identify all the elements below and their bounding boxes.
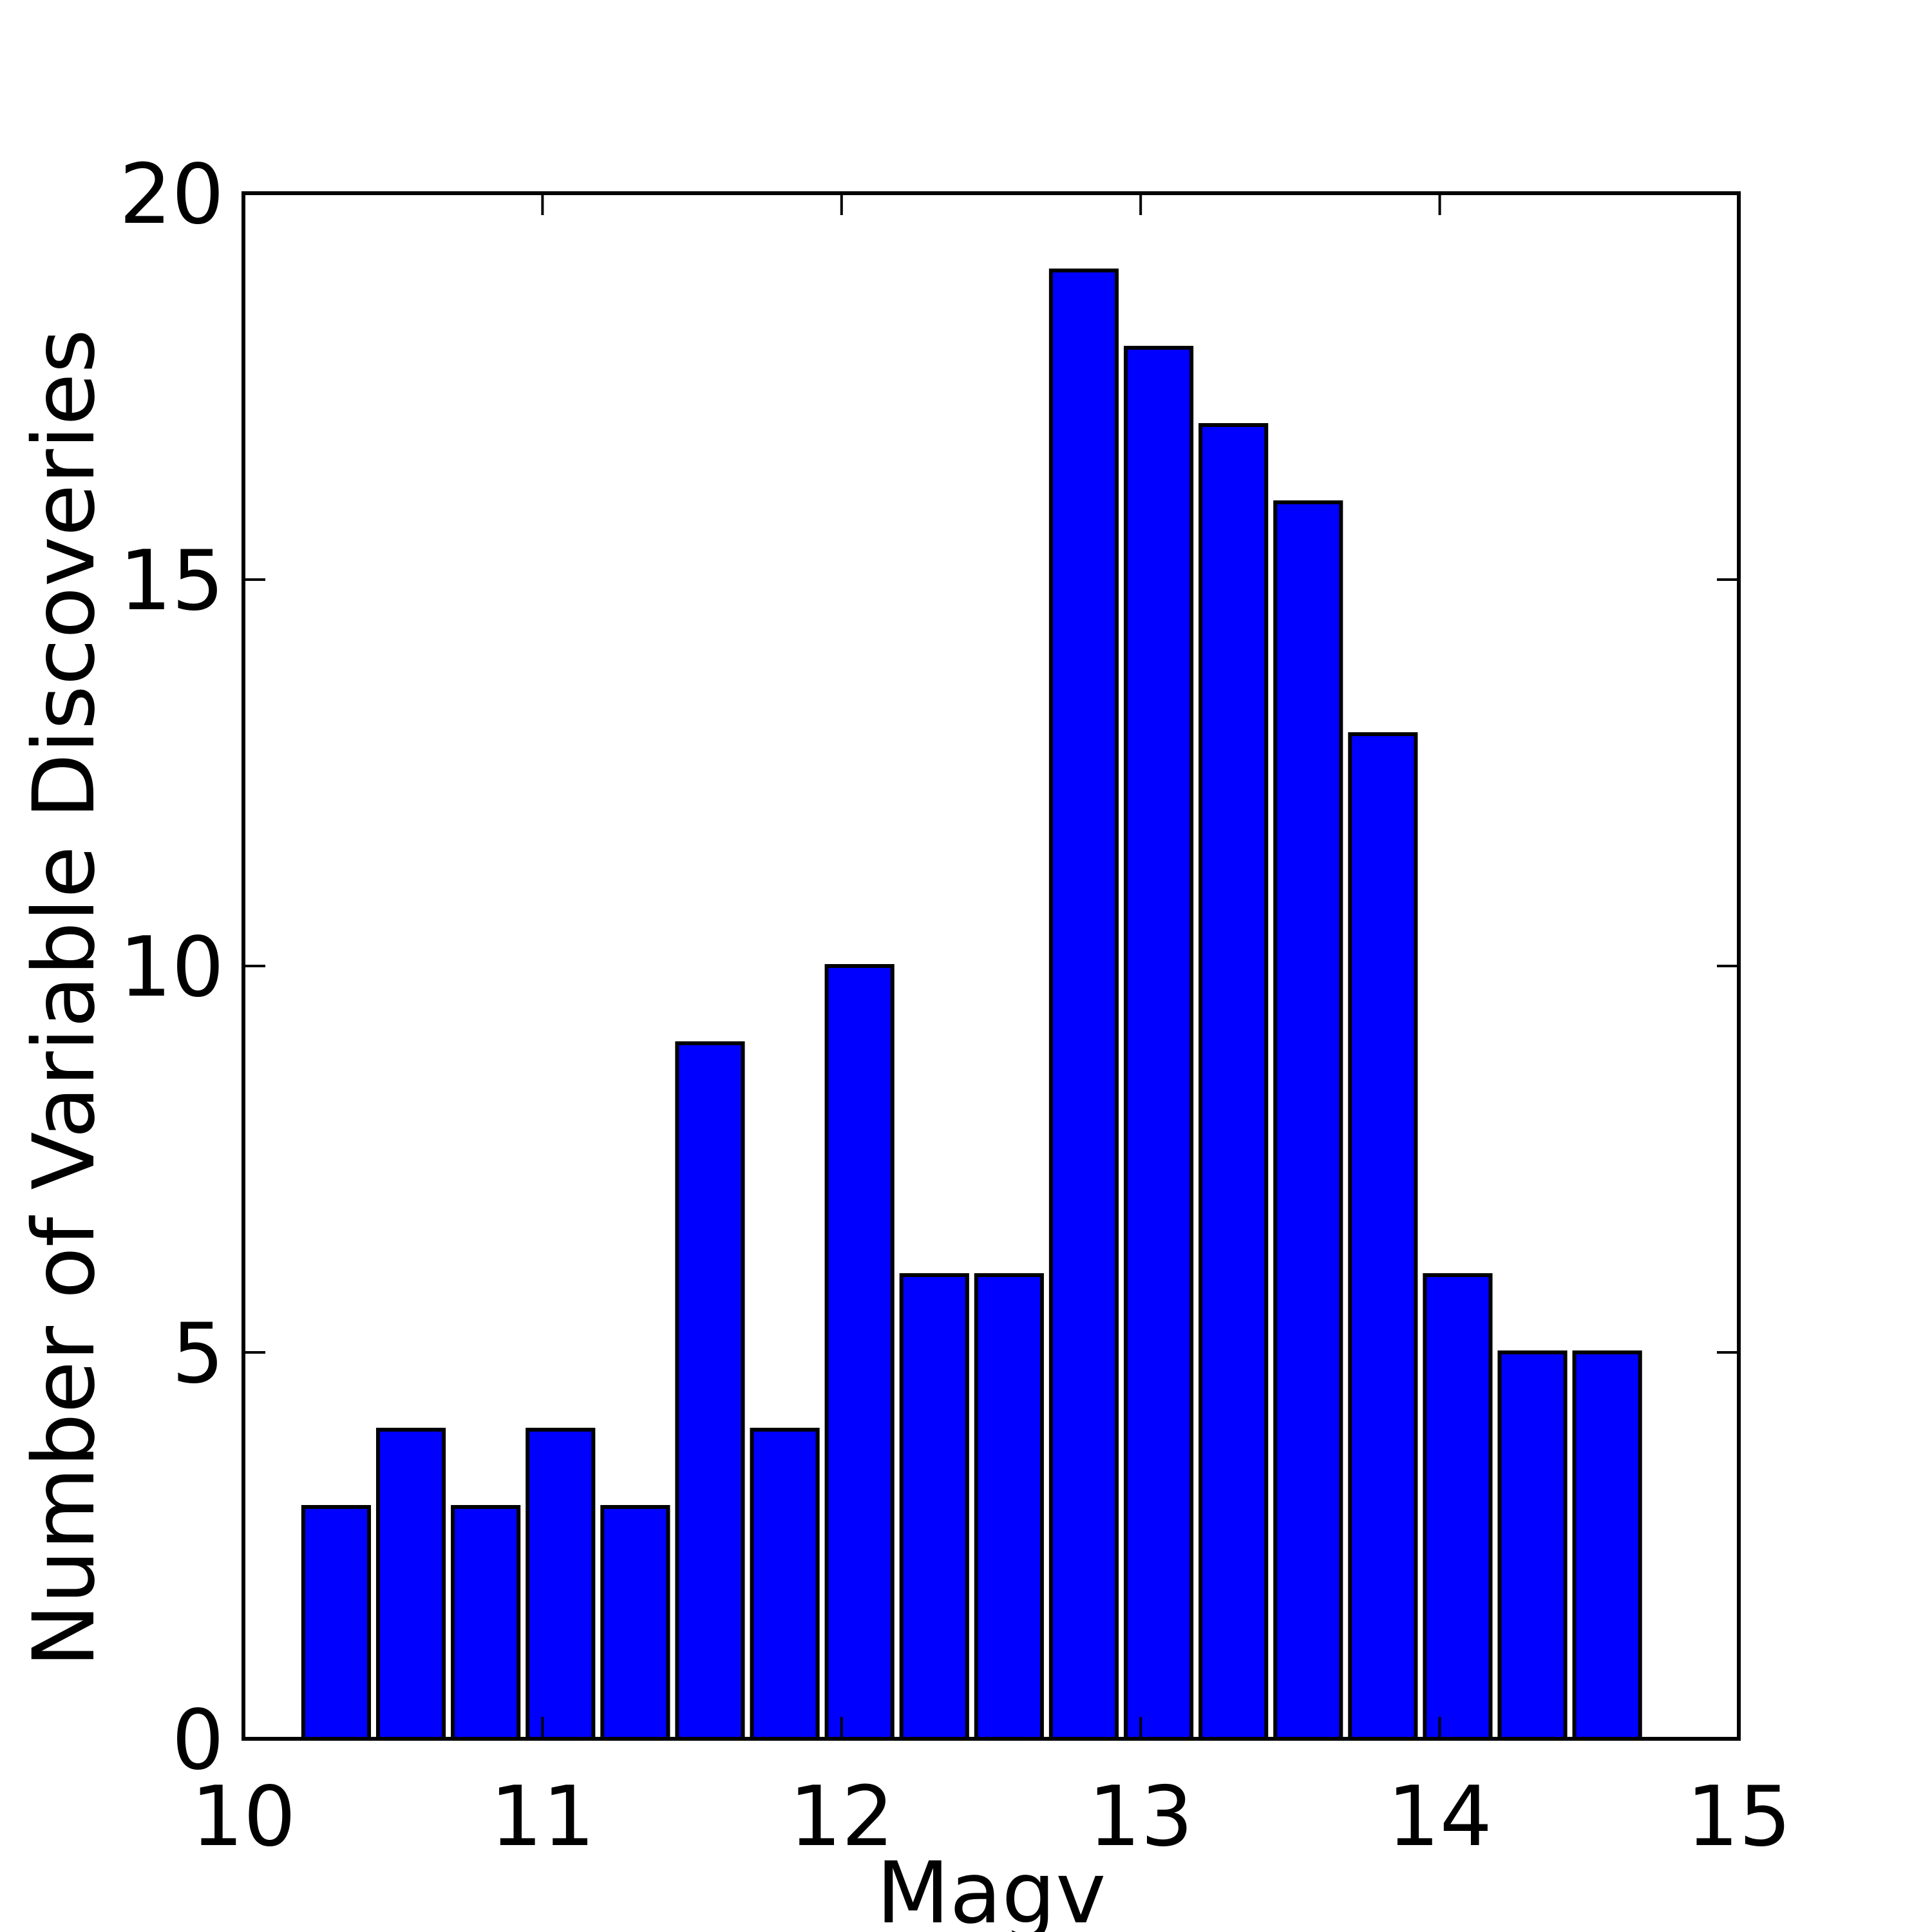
y-tick-label-2: 10 (119, 920, 224, 1016)
bar-13 (1273, 500, 1343, 1741)
bar-2 (451, 1505, 521, 1741)
bar-4 (600, 1505, 670, 1741)
x-tick-label-5: 15 (1687, 1769, 1792, 1865)
x-tick-label-4: 14 (1387, 1769, 1492, 1865)
bar-6 (750, 1428, 820, 1741)
x-axis-label: Magv (876, 1844, 1106, 1932)
bar-10 (1048, 269, 1119, 1741)
bar-14 (1348, 732, 1418, 1741)
tick-labels-layer: 10 11 12 13 14 15 0 5 10 15 20 (119, 147, 1791, 1865)
bar-17 (1572, 1350, 1642, 1741)
bar-3 (526, 1428, 596, 1741)
bar-0 (301, 1505, 372, 1741)
x-tick-label-3: 13 (1088, 1769, 1193, 1865)
y-tick-label-1: 5 (172, 1306, 224, 1402)
y-tick-label-3: 15 (119, 533, 224, 629)
bar-12 (1198, 423, 1269, 1741)
bar-16 (1497, 1350, 1567, 1741)
x-tick-label-2: 12 (789, 1769, 894, 1865)
x-tick-label-0: 10 (191, 1769, 296, 1865)
y-tick-label-0: 0 (172, 1692, 224, 1788)
bar-11 (1123, 346, 1194, 1741)
bar-9 (974, 1273, 1044, 1741)
bar-5 (675, 1041, 745, 1741)
bar-1 (375, 1428, 446, 1741)
y-tick-label-4: 20 (119, 147, 224, 243)
bar-8 (899, 1273, 969, 1741)
x-tick-label-1: 11 (490, 1769, 595, 1865)
plot-frame (242, 191, 1741, 1741)
bars-layer (301, 269, 1642, 1741)
bar-15 (1423, 1273, 1493, 1741)
y-axis-label: Number of Variable Discoveries (15, 329, 114, 1667)
bar-7 (824, 964, 895, 1741)
